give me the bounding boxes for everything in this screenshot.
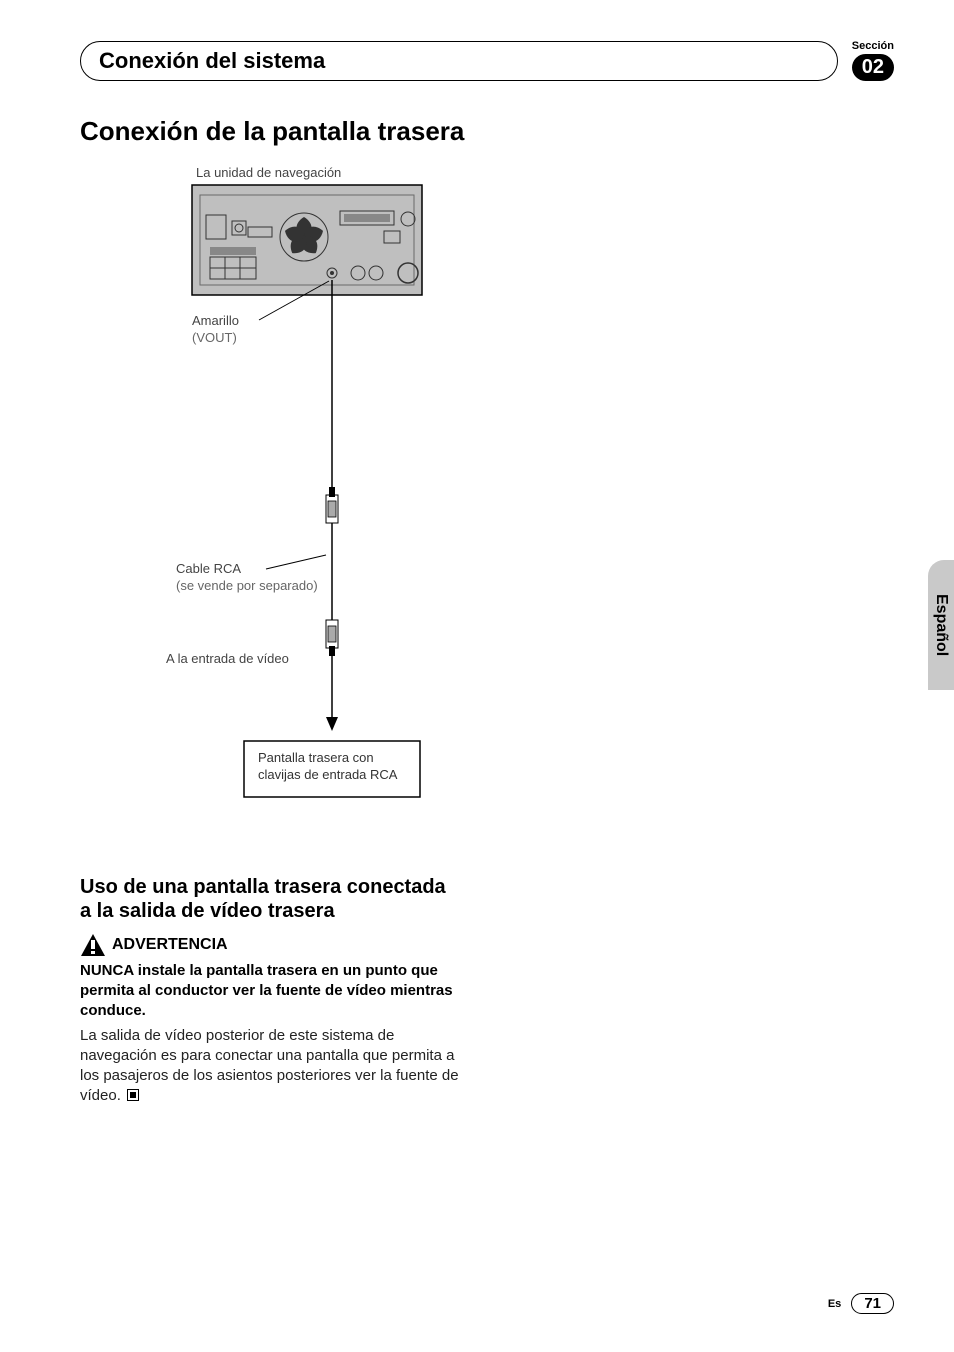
- page: Conexión del sistema Sección 02 Conexión…: [0, 0, 954, 1352]
- diagram-yellow-text: Amarillo: [192, 313, 239, 328]
- diagram-rca-sub: (se vende por separado): [176, 578, 318, 593]
- end-of-section-icon: [127, 1089, 139, 1101]
- section-label: Sección: [852, 40, 894, 52]
- diagram-svg: [136, 165, 436, 845]
- diagram-rca-label: Cable RCA (se vende por separado): [176, 561, 318, 595]
- diagram-rear-box-text: Pantalla trasera con clavijas de entrada…: [258, 750, 397, 784]
- warning-title: ADVERTENCIA: [112, 936, 228, 954]
- header-row: Conexión del sistema Sección 02: [80, 40, 894, 81]
- section-number-badge: 02: [852, 54, 894, 81]
- rca-plug-top: [326, 487, 338, 523]
- footer-page-number: 71: [851, 1293, 894, 1314]
- diagram-video-in-label: A la entrada de vídeo: [166, 651, 289, 668]
- warning-triangle-icon: [80, 933, 106, 957]
- diagram-yellow-label: Amarillo (VOUT): [192, 313, 239, 347]
- header-pill: Conexión del sistema: [80, 41, 838, 81]
- warning-body-text: La salida de vídeo posterior de este sis…: [80, 1026, 460, 1107]
- footer: Es 71: [828, 1293, 894, 1314]
- page-heading: Conexión de la pantalla trasera: [80, 117, 894, 147]
- diagram-rear-box-line1: Pantalla trasera con: [258, 750, 374, 765]
- footer-lang: Es: [828, 1298, 841, 1310]
- header-title: Conexión del sistema: [99, 48, 325, 74]
- warning-bold-text: NUNCA instale la pantalla trasera en un …: [80, 961, 460, 1022]
- warning-row: ADVERTENCIA: [80, 933, 894, 957]
- diagram-rear-box-line2: clavijas de entrada RCA: [258, 767, 397, 782]
- diagram-rca-text: Cable RCA: [176, 561, 241, 576]
- diagram-yellow-sub: (VOUT): [192, 330, 237, 345]
- language-side-tab-text: Español: [932, 594, 950, 656]
- subheading: Uso de una pantalla trasera conectada a …: [80, 875, 460, 923]
- language-side-tab: Español: [928, 560, 954, 690]
- connection-diagram: La unidad de navegación: [136, 165, 436, 845]
- section-block: Sección 02: [852, 40, 894, 81]
- rca-plug-bottom: [326, 620, 338, 656]
